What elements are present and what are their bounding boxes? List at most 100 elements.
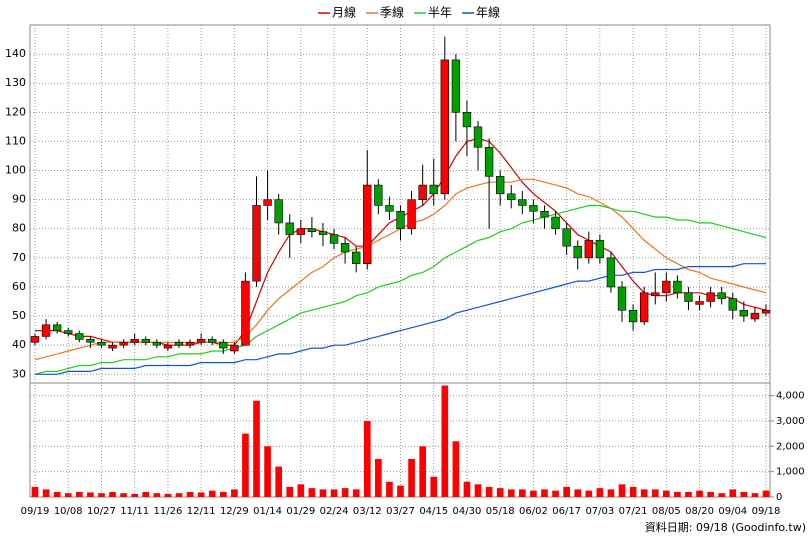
candle-body: [307, 228, 317, 232]
candle-body: [318, 231, 328, 235]
volume-bar: [153, 493, 161, 497]
candle-body: [174, 341, 184, 346]
y-tick-label: 80: [12, 222, 26, 235]
candle-body: [761, 309, 771, 314]
volume-bar: [563, 486, 570, 497]
volume-bar: [740, 491, 748, 497]
candle-body: [473, 126, 483, 148]
plot-area: [29, 24, 771, 498]
volume-bar: [685, 491, 692, 497]
x-tick-label: 12/29: [220, 506, 249, 517]
volume-bar: [197, 492, 205, 497]
candle-body: [551, 216, 560, 230]
candle-body: [219, 341, 228, 349]
candle-body: [462, 112, 472, 128]
volume-bar: [519, 489, 526, 497]
candle-body: [241, 280, 250, 346]
volume-bar: [596, 488, 604, 497]
volume-bar: [507, 489, 515, 497]
candle-body: [540, 210, 549, 218]
volume-bar: [386, 481, 393, 497]
candle-body: [97, 341, 106, 346]
volume-bar: [142, 491, 150, 497]
volume-bar: [463, 481, 471, 497]
candle-body: [429, 184, 438, 195]
candle-body: [407, 199, 416, 230]
volume-bar: [297, 484, 305, 497]
candle-body: [639, 292, 649, 323]
volume-bar: [397, 485, 404, 497]
volume-bar: [375, 459, 382, 497]
volume-bar: [751, 493, 759, 497]
y2-tick-label: 3,000: [776, 416, 805, 427]
x-tick-label: 05/18: [486, 506, 515, 517]
volume-bar: [718, 493, 726, 497]
volume-bar: [729, 489, 737, 497]
x-tick-label: 11/11: [120, 506, 149, 517]
volume-bar: [452, 441, 460, 497]
volume-bar: [109, 491, 116, 497]
candle-body: [750, 312, 760, 320]
candle-body: [529, 205, 538, 212]
volume-bar: [352, 489, 360, 497]
volume-bar: [131, 493, 139, 497]
x-tick-label: 08/20: [685, 506, 714, 517]
volume-bar: [419, 446, 426, 497]
volume-bar: [607, 489, 615, 497]
legend-label: 年線: [476, 5, 500, 20]
volume-bar: [64, 493, 72, 497]
x-tick-label: 11/26: [153, 506, 182, 517]
y-tick-label: 60: [12, 280, 26, 293]
volume-bar: [275, 466, 282, 497]
candle-body: [717, 292, 726, 299]
candle-body: [52, 324, 62, 331]
candle-body: [562, 228, 571, 247]
x-tick-label: 06/02: [519, 506, 548, 517]
volume-bar: [674, 491, 681, 497]
candle-body: [728, 298, 737, 311]
y-tick-label: 140: [5, 47, 26, 60]
candle-body: [329, 234, 339, 244]
candle-body: [385, 205, 394, 212]
volume-bar: [120, 493, 127, 497]
candle-body: [673, 280, 682, 294]
volume-bar: [496, 488, 504, 497]
candle-body: [628, 309, 638, 323]
candle-body: [418, 184, 427, 200]
volume-bar: [341, 488, 349, 497]
candle-body: [695, 301, 704, 305]
y-tick-label: 90: [12, 193, 26, 206]
volume-bar: [430, 476, 438, 497]
candle-body: [340, 242, 350, 253]
volume-bar: [541, 489, 548, 497]
candle-body: [739, 309, 749, 317]
candle-body: [352, 251, 361, 264]
volume-bar: [618, 484, 626, 497]
x-tick-label: 07/03: [585, 506, 614, 517]
volume-bar: [164, 493, 172, 497]
candle-body: [108, 344, 117, 349]
candle-body: [185, 341, 195, 346]
x-tick-label: 12/11: [187, 506, 216, 517]
volume-bar: [242, 433, 249, 497]
y-tick-label: 130: [5, 76, 26, 89]
candle-body: [363, 184, 372, 264]
y-tick-label: 30: [12, 367, 26, 380]
volume-bar: [231, 489, 238, 497]
candle-body: [451, 59, 461, 113]
candle-body: [274, 199, 283, 224]
volume-bar: [264, 446, 271, 497]
candle-body: [141, 339, 150, 343]
volume-bar: [485, 486, 493, 497]
x-tick-label: 07/21: [619, 506, 648, 517]
ma-line: [34, 204, 767, 375]
candle-body: [230, 344, 239, 352]
y-tick-label: 100: [5, 164, 26, 177]
candle-body: [119, 341, 128, 346]
candle-body: [163, 344, 173, 349]
volume-bar: [474, 484, 482, 497]
candle-body: [396, 210, 405, 230]
candle-body: [252, 205, 261, 282]
volume-bar: [186, 491, 194, 497]
